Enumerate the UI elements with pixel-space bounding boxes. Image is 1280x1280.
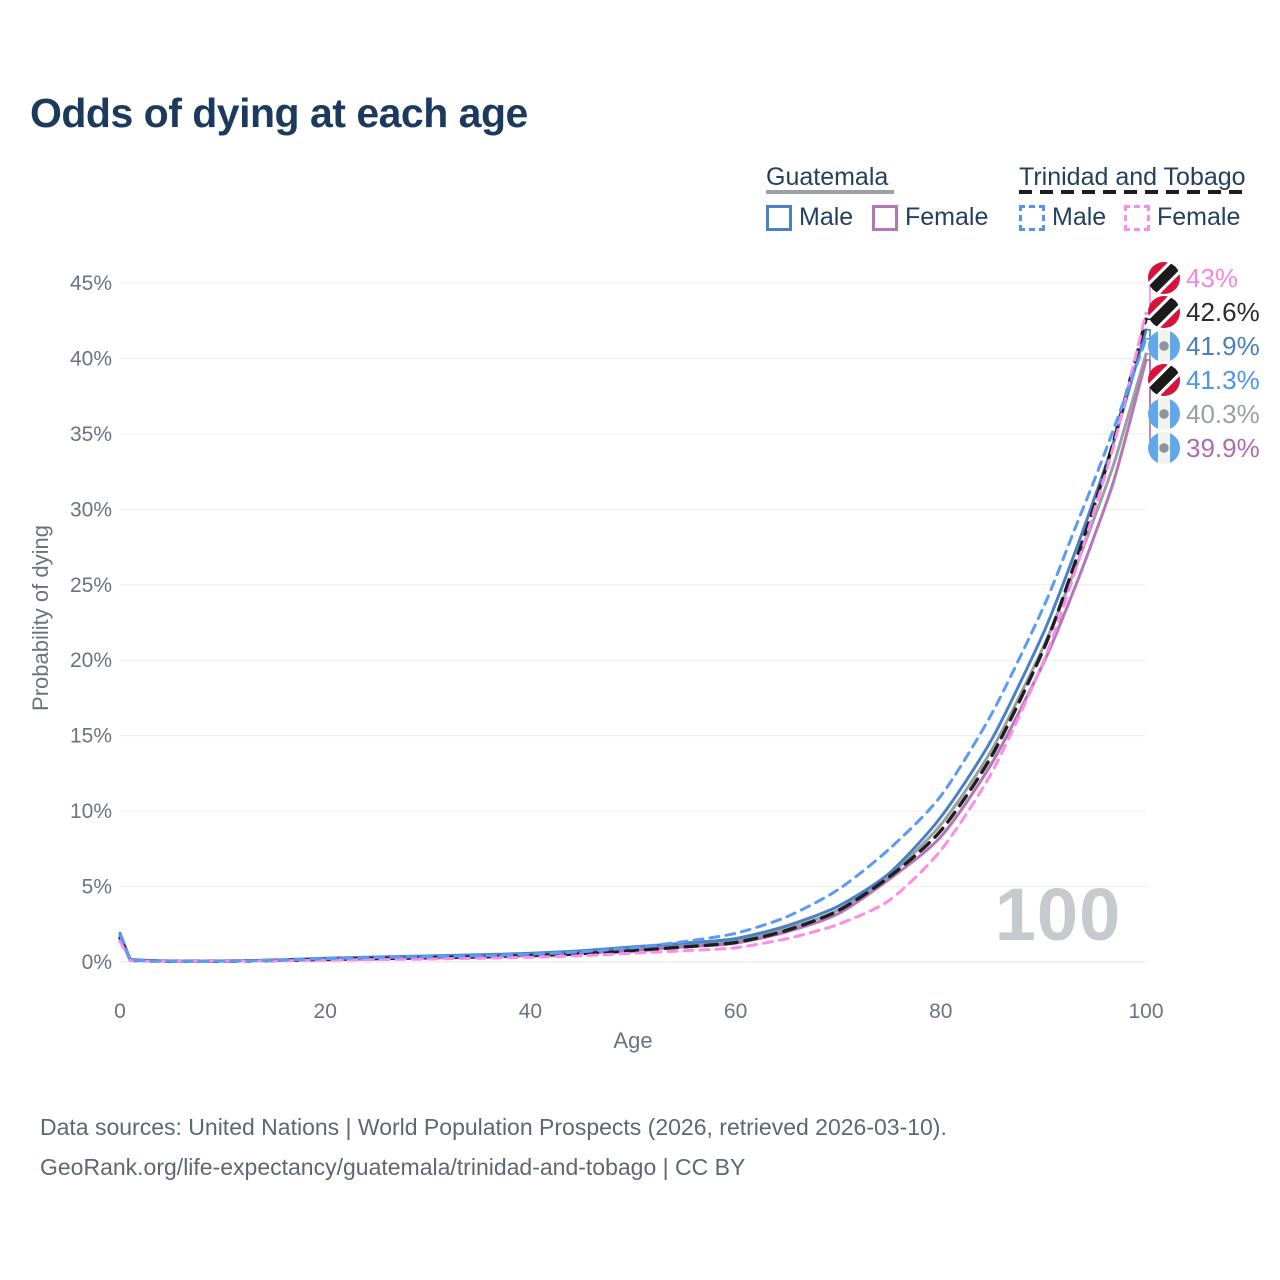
line-tt-male[interactable]	[118, 337, 1148, 963]
footer: Data sources: United Nations | World Pop…	[40, 1107, 947, 1187]
end-value-text: 41.9%	[1186, 330, 1260, 361]
legend-item-guatemala-male[interactable]: Male	[766, 203, 853, 232]
x-tick-label: 40	[519, 1000, 542, 1023]
line-tt-female[interactable]	[118, 311, 1148, 963]
x-tick-label: 0	[114, 1000, 126, 1023]
legend-guatemala-linestyle	[766, 190, 894, 194]
end-label-tt-male: 41.3%	[1148, 364, 1260, 396]
y-tick-label: 40%	[70, 347, 112, 370]
end-value-text: 39.9%	[1186, 432, 1260, 463]
y-tick-label: 25%	[70, 574, 112, 597]
legend-guatemala-title: Guatemala	[766, 163, 889, 191]
trinidad-male-swatch-icon	[1019, 204, 1045, 231]
hovered-age-indicator: 100	[994, 873, 1122, 956]
legend-label: Male	[1052, 203, 1107, 231]
x-tick-label: 60	[724, 1000, 747, 1023]
data-sources-line: Data sources: United Nations | World Pop…	[40, 1114, 947, 1140]
y-tick-label: 45%	[70, 272, 112, 295]
y-tick-label: 20%	[70, 649, 112, 672]
guatemala-flag-icon	[1148, 398, 1180, 430]
trinidad-and-tobago-flag-icon	[1148, 262, 1180, 294]
guatemala-male-swatch-icon	[766, 204, 792, 231]
guatemala-flag-icon	[1148, 432, 1180, 464]
end-label-gt-female: 39.9%	[1148, 432, 1260, 464]
trinidad-and-tobago-flag-icon	[1148, 364, 1180, 396]
legend-label: Male	[799, 203, 854, 231]
x-tick-label: 100	[1128, 1000, 1163, 1023]
end-label-tt-both: 42.6%	[1148, 296, 1260, 328]
end-value-text: 43%	[1186, 262, 1239, 293]
legend-trinidad-title: Trinidad and Tobago	[1019, 163, 1246, 191]
legend-item-trinidad-male[interactable]: Male	[1019, 203, 1106, 232]
line-gt-both[interactable]	[118, 352, 1148, 963]
guatemala-flag-icon	[1148, 330, 1180, 362]
end-value-text: 40.3%	[1186, 398, 1260, 429]
y-tick-label: 0%	[82, 951, 112, 974]
gridlines	[120, 282, 1146, 963]
trinidad-and-tobago-flag-icon	[1148, 296, 1180, 328]
y-axis-title: Probability of dying	[28, 525, 53, 711]
y-tick-label: 15%	[70, 725, 112, 748]
end-value-text: 41.3%	[1186, 364, 1260, 395]
y-tick-label: 30%	[70, 498, 112, 521]
line-gt-male[interactable]	[118, 328, 1148, 963]
legend-item-trinidad-female[interactable]: Female	[1124, 203, 1240, 232]
x-tick-label: 20	[314, 1000, 337, 1023]
series-lines	[118, 311, 1148, 964]
legend-label: Female	[905, 203, 989, 231]
trinidad-female-swatch-icon	[1124, 204, 1150, 231]
end-value-text: 42.6%	[1186, 296, 1260, 327]
y-axis-tick-labels: 45% 40% 35% 30% 25% 20% 15% 10% 5% 0%	[70, 272, 112, 974]
end-label-gt-male: 41.9%	[1148, 330, 1260, 362]
y-tick-label: 35%	[70, 423, 112, 446]
guatemala-female-swatch-icon	[872, 204, 898, 231]
legend-trinidad-linestyle	[1019, 190, 1248, 194]
line-tt-both[interactable]	[118, 317, 1148, 964]
end-label-tt-female: 43%	[1148, 262, 1238, 294]
attribution-line: GeoRank.org/life-expectancy/guatemala/tr…	[40, 1154, 746, 1180]
legend-label: Female	[1157, 203, 1241, 231]
x-axis-tick-labels: 0 20 40 60 80 100	[114, 1000, 1163, 1023]
y-tick-label: 10%	[70, 800, 112, 823]
end-label-gt-both: 40.3%	[1148, 398, 1260, 430]
x-tick-label: 80	[929, 1000, 952, 1023]
page-title: Odds of dying at each age	[30, 90, 528, 136]
legend-item-guatemala-female[interactable]: Female	[872, 203, 988, 232]
y-tick-label: 5%	[82, 876, 112, 899]
x-axis-title: Age	[613, 1028, 652, 1053]
